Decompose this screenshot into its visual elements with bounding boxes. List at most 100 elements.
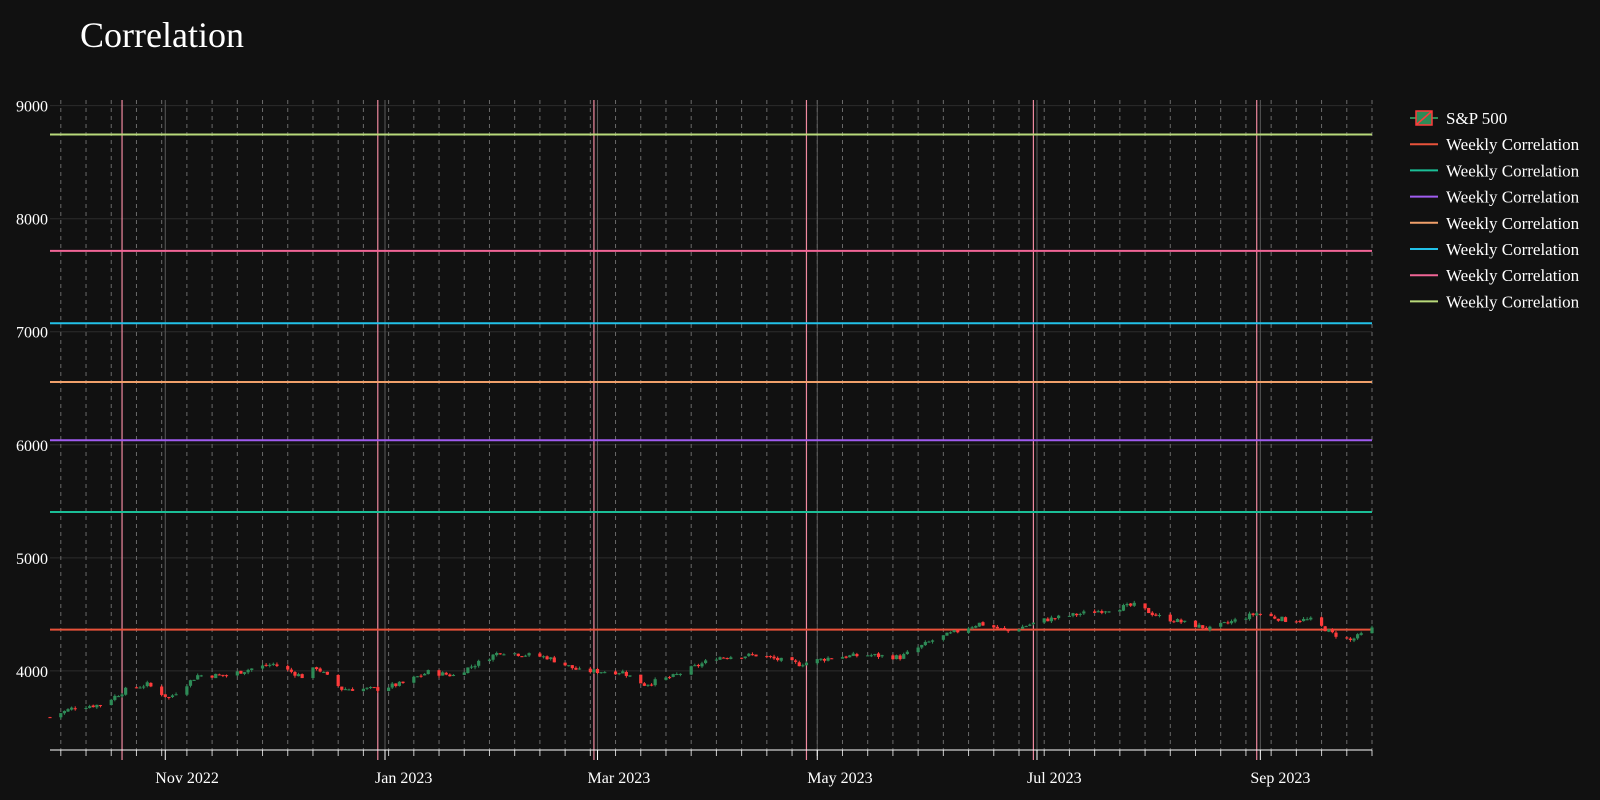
candle-body (930, 640, 935, 642)
candle-body (1301, 618, 1306, 622)
candle-body (678, 673, 682, 675)
candle-body (66, 709, 70, 712)
candle-body (1042, 618, 1046, 623)
candle-body (1028, 624, 1032, 626)
candle-body (1305, 619, 1309, 621)
legend-candle-swatch-diag (1415, 110, 1433, 126)
candle-body (1132, 602, 1136, 606)
candle-body (1309, 617, 1313, 620)
candle-body (264, 664, 268, 666)
candle-body (469, 666, 474, 668)
candle-body (314, 667, 319, 670)
candle-body (239, 670, 243, 674)
candle-body (250, 668, 254, 670)
candle-body (361, 688, 365, 692)
candle-body (613, 671, 618, 675)
candle-body (286, 666, 290, 670)
candle-body (945, 632, 949, 636)
candle-body (199, 675, 203, 677)
candle-body (322, 671, 326, 673)
candle-body (1222, 622, 1226, 624)
candle-body (1276, 618, 1280, 621)
candle-body (196, 675, 200, 680)
candle-body (1121, 605, 1126, 611)
candle-body (617, 673, 621, 675)
candle-body (477, 660, 481, 666)
candle-body (1208, 626, 1212, 630)
candle-body (271, 663, 275, 665)
candle-body (441, 672, 445, 676)
candle-body (830, 658, 834, 660)
candle-body (311, 667, 315, 679)
candle-body (750, 654, 755, 656)
candle-body (977, 622, 981, 627)
candle-body (347, 689, 351, 691)
candle-body (124, 687, 128, 695)
candle-body (1294, 621, 1298, 623)
candle-body (642, 683, 646, 686)
candle-body (1179, 619, 1183, 623)
candle-body (1319, 617, 1324, 626)
candle-body (628, 675, 632, 677)
candle-body (1334, 632, 1338, 637)
candle-body (473, 666, 477, 668)
legend-label: Weekly Correlation (1446, 161, 1580, 180)
candle-body (1006, 629, 1010, 632)
x-tick-label: Mar 2023 (588, 770, 651, 787)
candle-body (916, 647, 920, 653)
candle-body (876, 653, 881, 657)
y-tick-label: 5000 (16, 551, 48, 568)
candle-body (487, 659, 492, 662)
candle-body (1183, 620, 1187, 622)
candle-body (466, 667, 470, 673)
candle-body (1078, 613, 1082, 615)
candle-body (372, 687, 376, 689)
candle-body (671, 674, 675, 677)
candle-body (149, 682, 153, 687)
candle-body (729, 657, 733, 660)
candle-body (902, 654, 906, 659)
candle-body (188, 680, 193, 686)
candle-body (1154, 614, 1158, 616)
candle-body (167, 697, 171, 699)
candle-body (549, 657, 553, 660)
candle-body (221, 674, 225, 676)
legend-label: Weekly Correlation (1446, 266, 1580, 285)
candle-body (869, 655, 873, 657)
candle-body (1258, 613, 1262, 615)
candle-body (689, 666, 693, 675)
candle-body (387, 687, 391, 692)
candle-body (70, 707, 74, 710)
candle-body (1370, 627, 1374, 634)
candle-body (725, 658, 729, 660)
candle-body (703, 660, 708, 664)
candle-body (214, 673, 218, 679)
candle-body (1201, 625, 1205, 629)
candle-body (880, 655, 884, 657)
candle-body (390, 683, 394, 688)
candle-body (113, 695, 117, 700)
candle-body (574, 667, 578, 670)
candle-body (920, 644, 924, 648)
candle-body (523, 655, 528, 657)
candle-body (300, 674, 304, 679)
candle-body (747, 653, 751, 656)
candle-body (603, 672, 607, 674)
candle-body (646, 684, 650, 686)
candle-body (1118, 610, 1122, 612)
correlation-lines (50, 133, 1372, 631)
candle-body (905, 651, 909, 655)
candle-body (134, 687, 139, 689)
candle-body (138, 687, 142, 689)
candle-body (768, 656, 773, 658)
candle-body (145, 682, 149, 687)
candle-body (163, 694, 167, 697)
x-tick-label: Sep 2023 (1250, 770, 1310, 787)
candle-body (743, 656, 747, 659)
x-tick-label: May 2023 (807, 770, 872, 787)
candle-body (1096, 611, 1100, 613)
candle-body (368, 686, 373, 688)
candle-body (401, 681, 405, 684)
candle-body (1251, 613, 1255, 615)
candle-body (325, 671, 329, 675)
